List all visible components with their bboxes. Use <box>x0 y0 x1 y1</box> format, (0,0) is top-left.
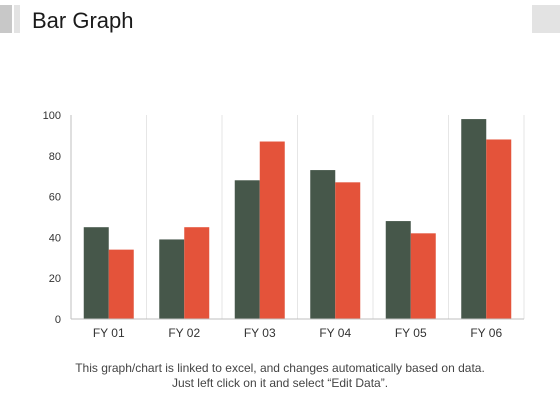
y-tick-label: 0 <box>55 314 61 326</box>
bar-series-2 <box>259 141 285 319</box>
title-accent-bar <box>0 5 12 33</box>
bar-series-2 <box>108 249 134 319</box>
bar-series-1 <box>234 180 260 319</box>
x-tick-label: FY 02 <box>168 326 200 340</box>
x-tick-label: FY 03 <box>244 326 276 340</box>
title-accent-bar-secondary <box>14 5 20 33</box>
footnote-line-2: Just left click on it and select “Edit D… <box>171 376 389 390</box>
x-tick-label: FY 05 <box>395 326 427 340</box>
footnote-line-1: This graph/chart is linked to excel, and… <box>75 361 485 375</box>
x-tick-label: FY 01 <box>93 326 125 340</box>
y-tick-label: 20 <box>49 273 61 285</box>
bar-series-2 <box>486 139 512 319</box>
x-tick-label: FY 06 <box>470 326 502 340</box>
corner-accent-bar <box>532 5 560 33</box>
x-tick-label: FY 04 <box>319 326 351 340</box>
bar-series-1 <box>83 227 109 319</box>
bar-chart: 0 20 40 60 80 100 FY 01 FY 02 FY 03 FY 04 FY 05 FY … <box>43 110 525 340</box>
bar-series-2 <box>335 182 361 319</box>
footnote: This graph/chart is linked to excel, and… <box>0 361 560 391</box>
y-tick-label: 80 <box>49 151 61 163</box>
y-tick-label: 100 <box>43 110 61 122</box>
bar-series-1 <box>159 239 185 319</box>
bar-series-1 <box>461 119 487 319</box>
y-tick-label: 60 <box>49 192 61 204</box>
bar-series-2 <box>410 233 436 319</box>
page-title: Bar Graph <box>32 8 134 33</box>
bar-series-1 <box>310 170 336 319</box>
bar-series-1 <box>385 221 411 319</box>
y-tick-label: 40 <box>49 232 61 244</box>
bar-series-2 <box>184 227 210 319</box>
